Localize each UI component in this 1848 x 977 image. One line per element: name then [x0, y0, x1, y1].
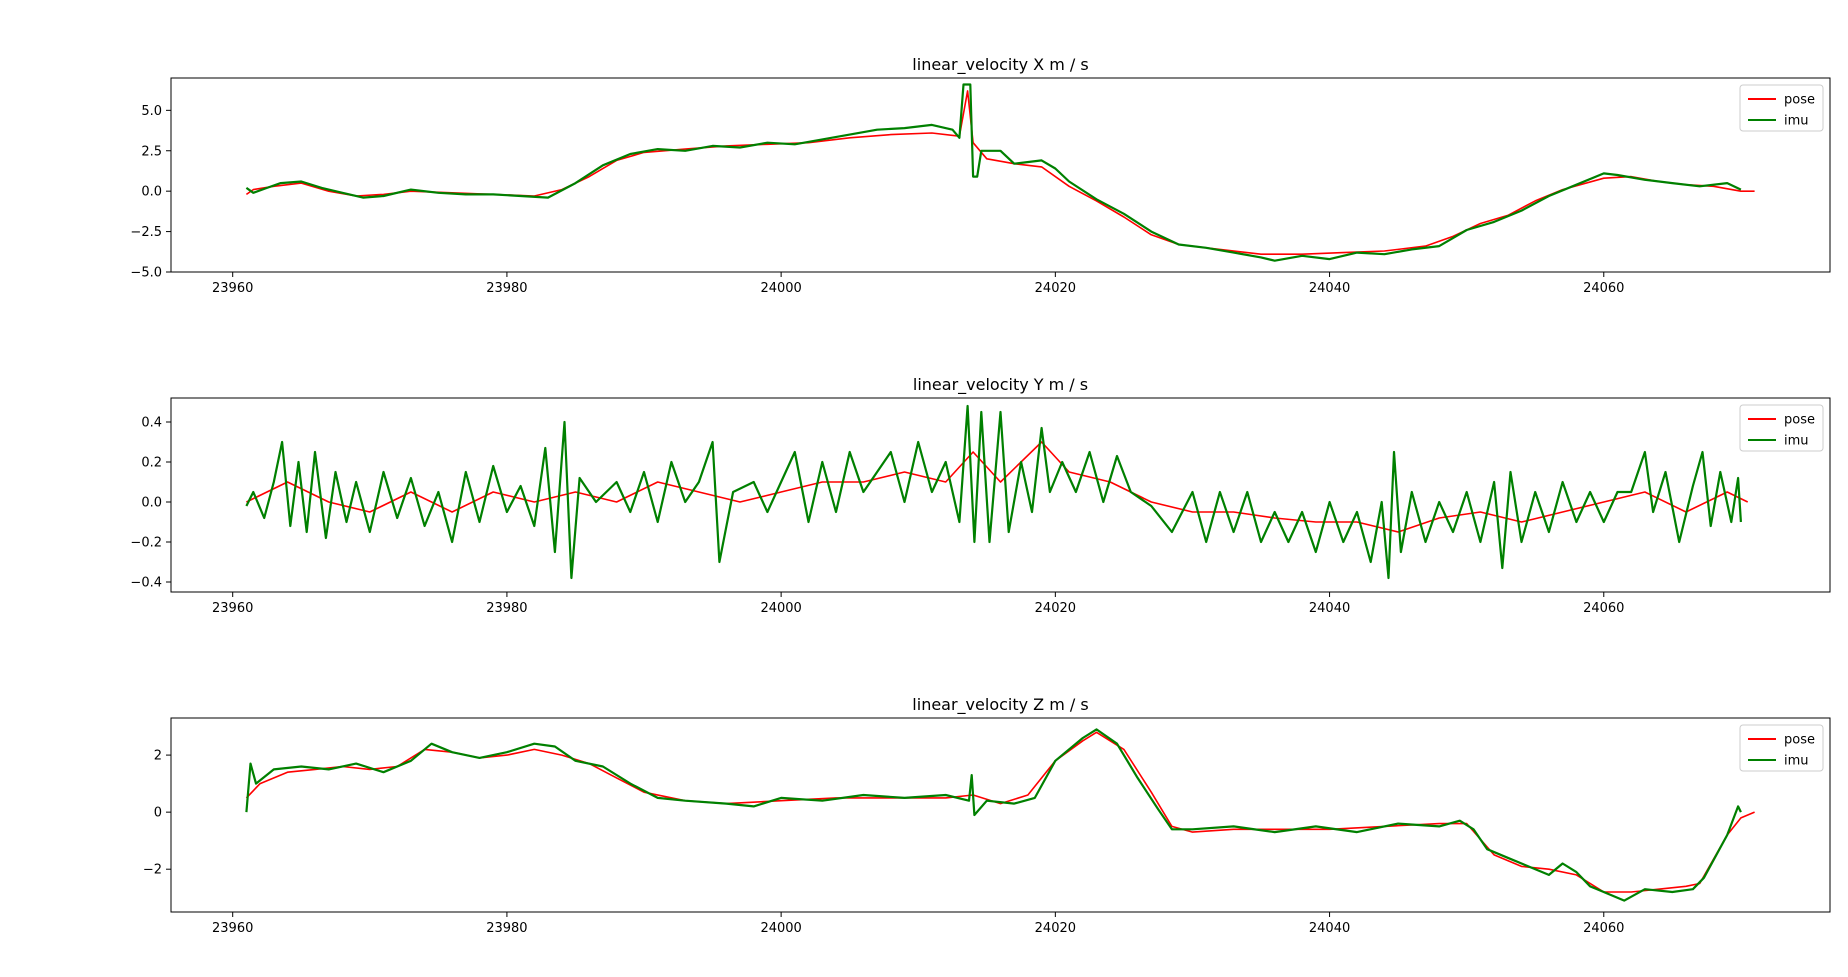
subplot-3: linear_velocity Z m / s 23960 23980 24000 24… [143, 695, 1831, 936]
legend-label-imu: imu [1784, 114, 1809, 129]
x-tick-label: 24040 [1309, 921, 1350, 936]
x-tick-label: 24060 [1583, 281, 1624, 296]
legend-label-pose: pose [1784, 413, 1815, 428]
y-tick-label: 0.4 [141, 416, 162, 431]
series-line-imu [245, 728, 1742, 902]
legend: pose imu [1739, 724, 1824, 772]
subplot-1: linear_velocity X m / s 23960 23980 24000 24… [130, 55, 1831, 296]
y-tick-label: 0.0 [141, 496, 162, 511]
y-tick-label: −0.4 [130, 576, 162, 591]
x-tick-label: 24040 [1309, 281, 1350, 296]
x-tick-label: 24000 [760, 921, 801, 936]
legend-label-pose: pose [1784, 93, 1815, 108]
y-tick-label: −0.2 [130, 536, 162, 551]
x-tick-label: 23980 [486, 921, 527, 936]
x-tick-label: 24060 [1583, 921, 1624, 936]
chart-title: linear_velocity X m / s [912, 55, 1088, 75]
series-line-pose [246, 441, 1749, 533]
series-line-imu [245, 404, 1742, 580]
legend: pose imu [1739, 84, 1824, 132]
y-tick-label: 0.0 [141, 185, 162, 200]
x-tick-label: 23960 [212, 921, 253, 936]
chart-title: linear_velocity Z m / s [912, 695, 1088, 715]
subplot-2: linear_velocity Y m / s 23960 23980 24000 24… [130, 375, 1831, 616]
x-tick-label: 24060 [1583, 601, 1624, 616]
x-tick-label: 24020 [1035, 921, 1076, 936]
y-tick-label: 2.5 [141, 144, 162, 159]
y-tick-label: −2 [143, 863, 162, 878]
x-tick-label: 23980 [486, 601, 527, 616]
legend-label-pose: pose [1784, 733, 1815, 748]
y-tick-label: 5.0 [141, 104, 162, 119]
x-tick-label: 23960 [212, 281, 253, 296]
legend-label-imu: imu [1784, 754, 1809, 769]
axes-frame [170, 397, 1831, 593]
axes-frame [170, 717, 1831, 913]
y-tick-label: −5.0 [130, 266, 162, 281]
chart-title: linear_velocity Y m / s [913, 375, 1088, 395]
series-line-pose [245, 90, 1755, 255]
series-line-imu [245, 83, 1742, 262]
x-tick-label: 24000 [760, 601, 801, 616]
x-tick-label: 23960 [212, 601, 253, 616]
legend-label-imu: imu [1784, 434, 1809, 449]
y-tick-label: 2 [154, 749, 162, 764]
x-tick-label: 24000 [760, 281, 801, 296]
axes-frame [170, 77, 1831, 273]
x-tick-label: 23980 [486, 281, 527, 296]
x-tick-label: 24020 [1035, 601, 1076, 616]
y-tick-label: 0.2 [141, 456, 162, 471]
legend: pose imu [1739, 404, 1824, 452]
y-tick-label: −2.5 [130, 225, 162, 240]
y-tick-label: 0 [154, 806, 162, 821]
x-tick-label: 24020 [1035, 281, 1076, 296]
x-tick-label: 24040 [1309, 601, 1350, 616]
